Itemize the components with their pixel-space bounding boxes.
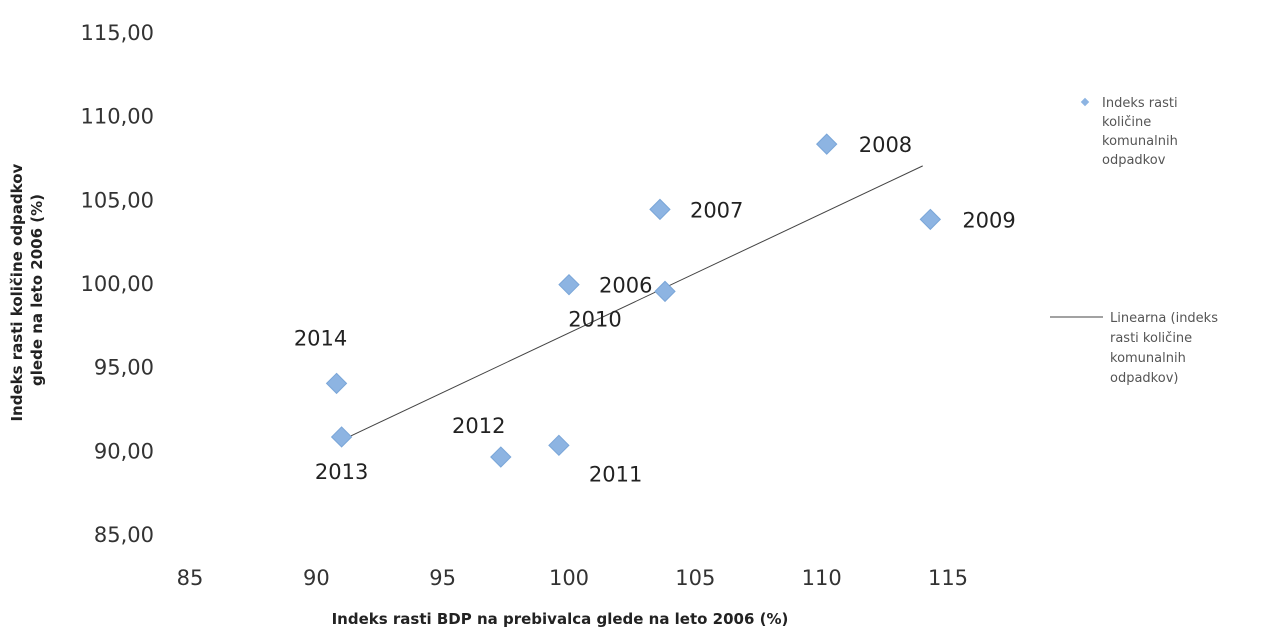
data-point bbox=[490, 446, 512, 468]
data-point bbox=[548, 434, 570, 457]
legend-trendline-line-4: odpadkov) bbox=[1110, 371, 1178, 386]
y-tick-label: 100,00 bbox=[81, 272, 154, 296]
x-tick-label: 105 bbox=[675, 566, 715, 590]
data-point bbox=[919, 208, 942, 231]
legend-marker bbox=[1080, 97, 1090, 107]
x-axis-ticks: 85 90 95 100 105 110 115 bbox=[177, 566, 968, 590]
x-tick-label: 110 bbox=[802, 566, 842, 590]
y-tick-label: 115,00 bbox=[81, 21, 154, 45]
legend-series-line-3: komunalnih bbox=[1102, 134, 1178, 149]
legend: Indeks rasti količine komunalnih odpadko… bbox=[1050, 96, 1222, 386]
data-point-label: 2010 bbox=[568, 307, 621, 331]
data-point-label: 2007 bbox=[690, 198, 743, 222]
legend-series-label: Indeks rasti količine komunalnih odpadko… bbox=[1102, 96, 1182, 168]
legend-trendline-line-1: Linearna (indeks bbox=[1110, 311, 1218, 326]
data-point-label: 2011 bbox=[589, 462, 642, 486]
x-tick-label: 95 bbox=[429, 566, 456, 590]
data-point bbox=[330, 426, 353, 448]
data-point-label: 2009 bbox=[962, 208, 1015, 232]
y-tick-label: 105,00 bbox=[81, 188, 154, 212]
x-tick-label: 115 bbox=[928, 566, 968, 590]
x-axis-title: Indeks rasti BDP na prebivalca glede na … bbox=[332, 610, 789, 628]
data-point bbox=[325, 372, 348, 395]
y-axis-title-line-1: Indeks rasti količine odpadkov bbox=[8, 163, 26, 421]
data-point-label: 2012 bbox=[452, 414, 505, 438]
data-point bbox=[558, 273, 580, 296]
x-tick-label: 85 bbox=[177, 566, 204, 590]
legend-trendline-label: Linearna (indeks rasti količine komunaln… bbox=[1110, 311, 1222, 386]
point-labels: 2006 2007 2008 2009 2010 2011 2012 2013 2014 bbox=[294, 133, 1016, 486]
y-axis-title: Indeks rasti količine odpadkov glede na … bbox=[8, 158, 46, 421]
data-point-label: 2008 bbox=[859, 133, 912, 157]
legend-trendline-line-3: komunalnih bbox=[1110, 351, 1186, 366]
x-tick-label: 90 bbox=[303, 566, 330, 590]
y-tick-label: 90,00 bbox=[94, 439, 154, 463]
data-point bbox=[654, 280, 676, 303]
data-point bbox=[649, 198, 671, 221]
legend-series-line-1: Indeks rasti bbox=[1102, 96, 1178, 111]
data-point-label: 2013 bbox=[315, 460, 368, 484]
x-tick-label: 100 bbox=[549, 566, 589, 590]
y-tick-label: 95,00 bbox=[94, 356, 154, 380]
trendline bbox=[341, 165, 923, 441]
trendline-group bbox=[341, 165, 923, 441]
y-tick-label: 85,00 bbox=[94, 523, 154, 547]
legend-series-line-4: odpadkov bbox=[1102, 153, 1166, 168]
data-point-label: 2014 bbox=[294, 326, 347, 350]
data-point-label: 2006 bbox=[599, 274, 652, 298]
data-points bbox=[325, 133, 942, 468]
legend-series-line-2: količine bbox=[1102, 115, 1151, 130]
y-axis-title-line-2: glede na leto 2006 (%) bbox=[28, 194, 46, 386]
y-axis-ticks: 85,00 90,00 95,00 100,00 105,00 110,00 115,00 bbox=[81, 21, 154, 547]
y-tick-label: 110,00 bbox=[81, 105, 154, 129]
legend-trendline-line-2: rasti količine bbox=[1110, 331, 1192, 346]
data-point bbox=[816, 133, 838, 155]
